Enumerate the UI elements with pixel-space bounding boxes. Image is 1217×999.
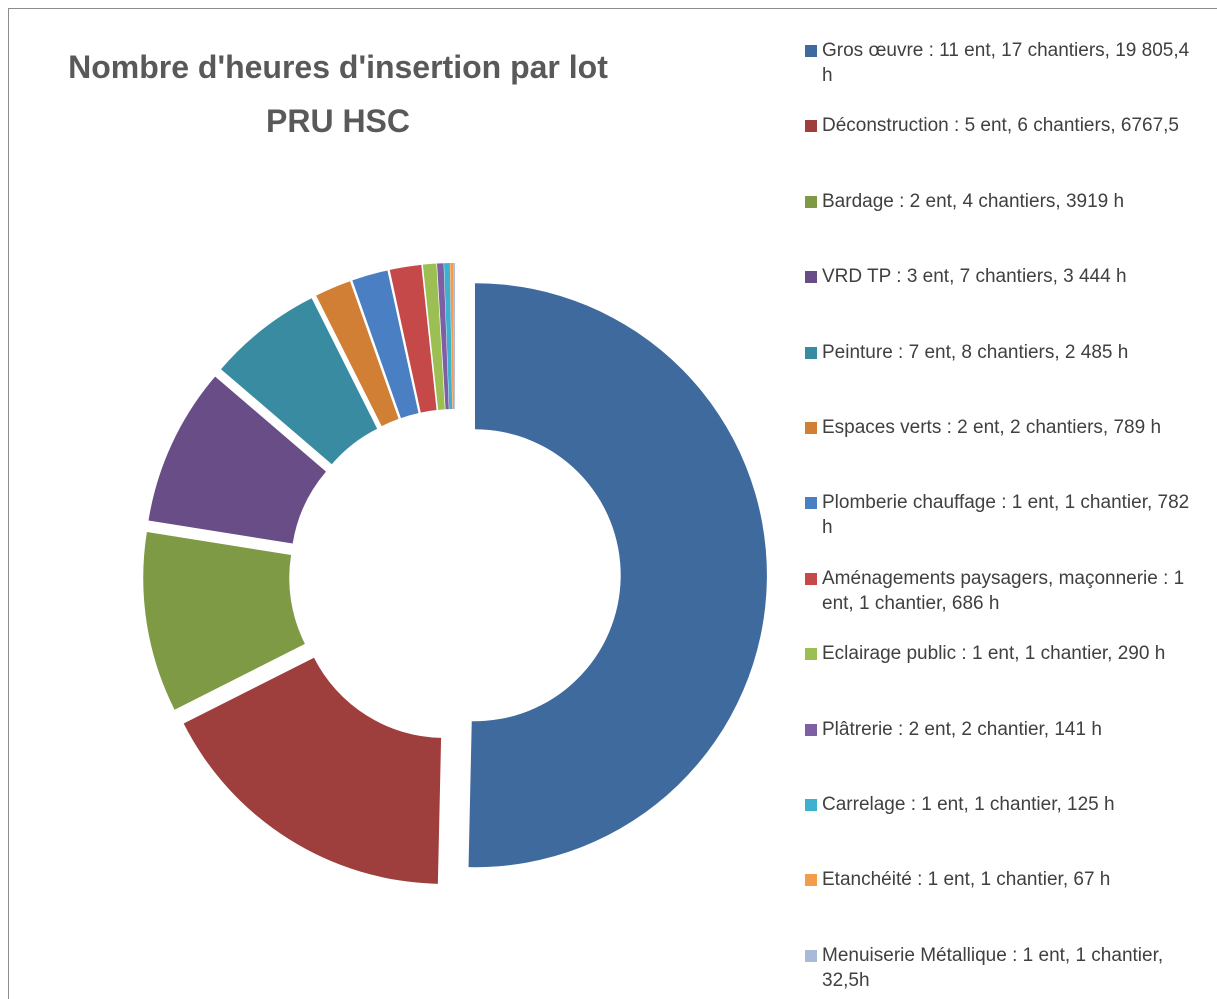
chart-border <box>8 8 1217 999</box>
legend-item: Etanchéité : 1 ent, 1 chantier, 67 h <box>805 867 1200 892</box>
legend-item: Déconstruction : 5 ent, 6 chantiers, 676… <box>805 113 1200 138</box>
legend-swatch <box>805 195 817 208</box>
legend-swatch <box>805 799 817 811</box>
legend-item: Aménagements paysagers, maçonnerie : 1 e… <box>805 566 1200 616</box>
chart-title: Nombre d'heures d'insertion par lot <box>68 49 608 85</box>
legend-item: Gros œuvre : 11 ent, 17 chantiers, 19 80… <box>805 38 1200 88</box>
donut-slice <box>444 263 453 410</box>
donut-slice <box>220 298 378 465</box>
legend-label: Espaces verts : 2 ent, 2 chantiers, 789 … <box>822 417 1162 438</box>
legend-swatch <box>805 874 817 887</box>
legend-item: Espaces verts : 2 ent, 2 chantiers, 789 … <box>805 415 1200 440</box>
legend-label: Plomberie chauffage : 1 ent, 1 chantier,… <box>822 492 1190 539</box>
legend-swatch <box>805 497 817 510</box>
legend-item: VRD TP : 3 ent, 7 chantiers, 3 444 h <box>805 264 1200 289</box>
legend-item: Menuiserie Métallique : 1 ent, 1 chantie… <box>805 943 1200 993</box>
donut-slice <box>352 270 419 419</box>
donut-slice <box>468 283 767 868</box>
legend-label: Déconstruction : 5 ent, 6 chantiers, 676… <box>822 115 1179 137</box>
legend-label: VRD TP : 3 ent, 7 chantiers, 3 444 h <box>822 266 1127 288</box>
legend-item: Plomberie chauffage : 1 ent, 1 chantier,… <box>805 490 1200 540</box>
donut-slice <box>148 376 326 544</box>
donut-slice <box>316 281 399 427</box>
donut-slice <box>450 263 455 410</box>
donut-slice <box>453 262 455 409</box>
legend-item: Peinture : 7 ent, 8 chantiers, 2 485 h <box>805 340 1200 365</box>
legend-label: Menuiserie Métallique : 1 ent, 1 chantie… <box>822 944 1164 991</box>
legend-item: Plâtrerie : 2 ent, 2 chantier, 141 h <box>805 717 1200 742</box>
legend-label: Peinture : 7 ent, 8 chantiers, 2 485 h <box>822 341 1129 363</box>
legend-label: Carrelage : 1 ent, 1 chantier, 125 h <box>822 794 1115 815</box>
legend-swatch <box>805 723 817 736</box>
legend-item: Eclairage public : 1 ent, 1 chantier, 29… <box>805 641 1200 666</box>
legend-item: Bardage : 2 ent, 4 chantiers, 3919 h <box>805 189 1200 214</box>
legend-label: Eclairage public : 1 ent, 1 chantier, 29… <box>822 643 1166 665</box>
donut-slice <box>389 264 437 413</box>
legend-swatch <box>805 648 817 661</box>
legend-swatch <box>805 949 817 962</box>
legend-label: Gros œuvre : 11 ent, 17 chantiers, 19 80… <box>822 40 1190 86</box>
legend-swatch <box>805 45 817 57</box>
donut-slice <box>143 532 305 710</box>
donut-slice <box>422 263 445 410</box>
legend-swatch <box>805 346 817 359</box>
legend-swatch <box>805 120 817 133</box>
legend-label: Aménagements paysagers, maçonnerie : 1 e… <box>822 567 1185 614</box>
donut-slice <box>437 263 449 410</box>
legend-label: Bardage : 2 ent, 4 chantiers, 3919 h <box>822 190 1125 212</box>
legend-label: Etanchéité : 1 ent, 1 chantier, 67 h <box>822 869 1111 891</box>
legend-swatch <box>805 271 817 284</box>
donut-slice <box>183 657 442 884</box>
legend-swatch <box>805 572 817 585</box>
legend-label: Plâtrerie : 2 ent, 2 chantier, 141 h <box>822 718 1102 740</box>
legend-item: Carrelage : 1 ent, 1 chantier, 125 h <box>805 792 1200 817</box>
chart-title: PRU HSC <box>266 103 410 139</box>
legend-swatch <box>805 422 817 434</box>
